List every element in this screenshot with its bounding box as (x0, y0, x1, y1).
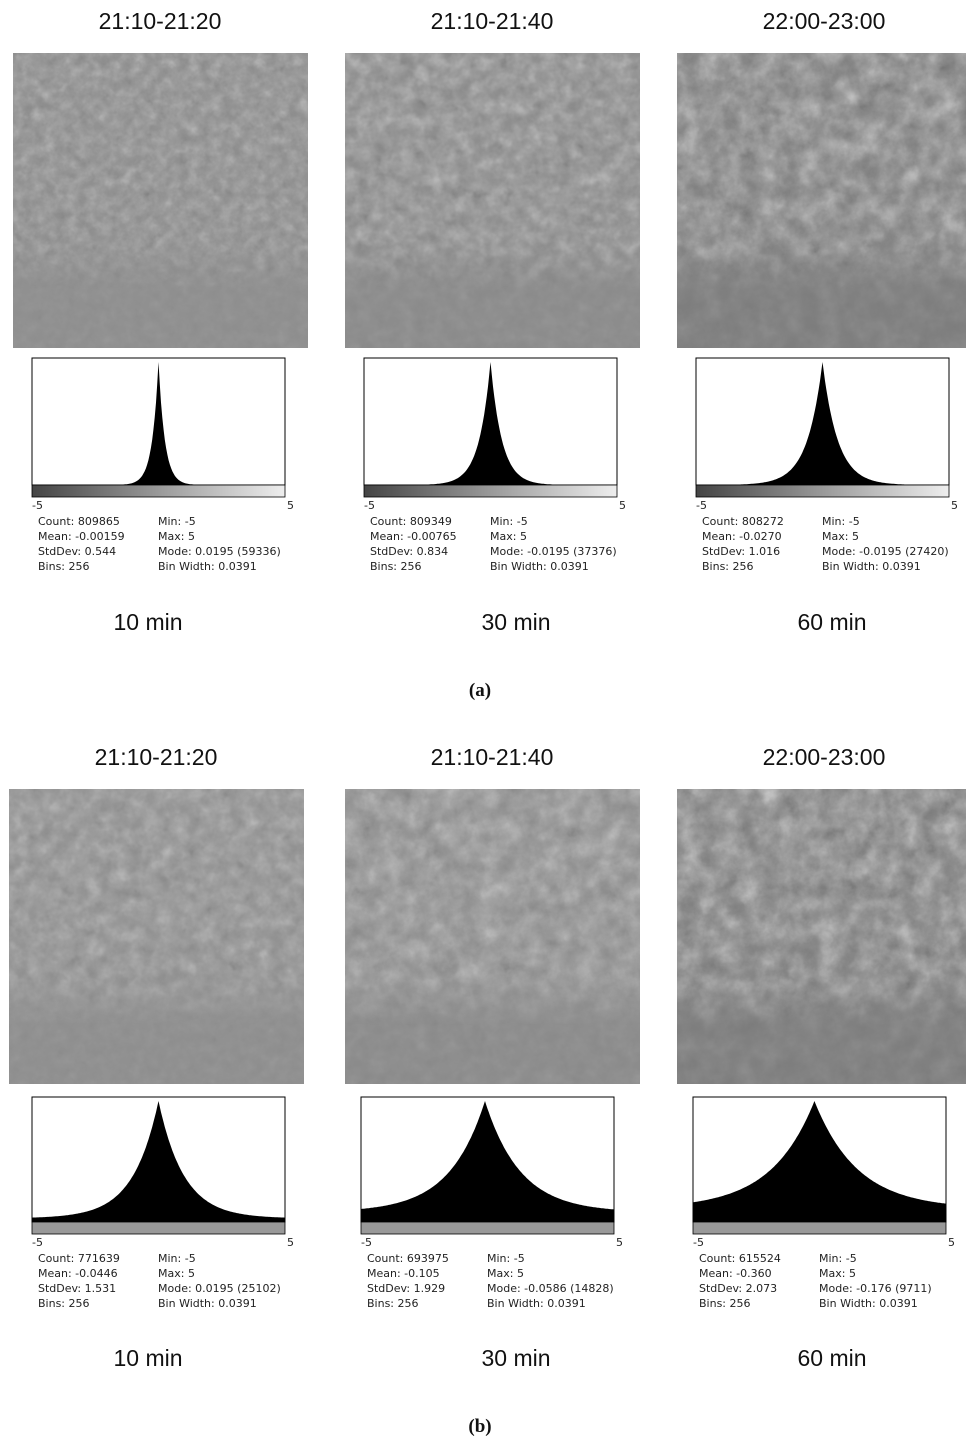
image-texture (345, 789, 640, 1084)
lut-bar (364, 485, 617, 497)
stat-line: Mean: -0.105 (367, 1267, 440, 1280)
stat-line: Count: 771639 (38, 1252, 120, 1265)
stat-line: Bins: 256 (367, 1297, 419, 1310)
panel-title: 21:10-21:20 (99, 8, 222, 34)
stat-line: Min: -5 (487, 1252, 525, 1265)
stat-line: Mean: -0.0446 (38, 1267, 118, 1280)
axis-max: 5 (948, 1236, 955, 1249)
stat-line: StdDev: 1.016 (702, 545, 780, 558)
stat-line: Min: -5 (158, 1252, 196, 1265)
stat-line: Max: 5 (487, 1267, 524, 1280)
stat-line: Max: 5 (822, 530, 859, 543)
panel-title: 21:10-21:40 (431, 8, 554, 34)
image-texture (677, 53, 966, 348)
stat-line: Count: 693975 (367, 1252, 449, 1265)
lut-bar (361, 1222, 614, 1234)
image-texture (345, 53, 640, 348)
stat-line: Bins: 256 (38, 560, 90, 573)
stat-line: Mode: 0.0195 (25102) (158, 1282, 281, 1295)
axis-min: -5 (693, 1236, 704, 1249)
stat-line: Bin Width: 0.0391 (490, 560, 589, 573)
stat-line: StdDev: 2.073 (699, 1282, 777, 1295)
stat-line: Bin Width: 0.0391 (822, 560, 921, 573)
lut-bar (693, 1222, 946, 1234)
figure-caption: (a) (469, 680, 491, 701)
stat-line: Bins: 256 (38, 1297, 90, 1310)
stat-line: Bin Width: 0.0391 (819, 1297, 918, 1310)
image-texture (677, 53, 966, 348)
stat-line: StdDev: 0.834 (370, 545, 448, 558)
duration-label: 10 min (113, 1345, 182, 1371)
axis-min: -5 (32, 499, 43, 512)
stat-line: Mode: -0.176 (9711) (819, 1282, 932, 1295)
stat-line: Bins: 256 (702, 560, 754, 573)
stat-line: Bins: 256 (370, 560, 422, 573)
image-texture (13, 53, 308, 348)
image-texture (345, 53, 640, 348)
lut-bar (32, 485, 285, 497)
stat-line: StdDev: 0.544 (38, 545, 116, 558)
stat-line: Bin Width: 0.0391 (158, 1297, 257, 1310)
axis-min: -5 (32, 1236, 43, 1249)
stat-line: Bins: 256 (699, 1297, 751, 1310)
duration-label: 60 min (797, 1345, 866, 1371)
stat-line: Min: -5 (490, 515, 528, 528)
image-texture (677, 789, 966, 1084)
stat-line: Count: 615524 (699, 1252, 781, 1265)
panel-title: 21:10-21:40 (431, 744, 554, 770)
axis-min: -5 (696, 499, 707, 512)
image-texture (677, 789, 966, 1084)
axis-max: 5 (619, 499, 626, 512)
image-texture (13, 53, 308, 348)
figure: 21:10-21:20 -5 5 Count: 809865 Mean: -0.0015… (0, 0, 966, 1436)
stat-line: Mode: -0.0195 (27420) (822, 545, 949, 558)
duration-label: 30 min (481, 609, 550, 635)
duration-label: 60 min (797, 609, 866, 635)
image-texture (345, 789, 640, 1084)
axis-max: 5 (616, 1236, 623, 1249)
axis-min: -5 (361, 1236, 372, 1249)
stat-line: Bin Width: 0.0391 (158, 560, 257, 573)
stat-line: Count: 809349 (370, 515, 452, 528)
stat-line: Mean: -0.360 (699, 1267, 772, 1280)
stat-line: StdDev: 1.929 (367, 1282, 445, 1295)
stat-line: Mode: -0.0195 (37376) (490, 545, 617, 558)
duration-label: 10 min (113, 609, 182, 635)
stat-line: Min: -5 (819, 1252, 857, 1265)
stat-line: Max: 5 (158, 1267, 195, 1280)
stat-line: Mean: -0.00765 (370, 530, 457, 543)
stat-line: Mode: -0.0586 (14828) (487, 1282, 614, 1295)
panel-title: 22:00-23:00 (763, 8, 886, 34)
stat-line: Count: 809865 (38, 515, 120, 528)
stat-line: StdDev: 1.531 (38, 1282, 116, 1295)
duration-label: 30 min (481, 1345, 550, 1371)
axis-max: 5 (287, 499, 294, 512)
axis-min: -5 (364, 499, 375, 512)
panel-title: 21:10-21:20 (95, 744, 218, 770)
image-texture (9, 789, 304, 1084)
stat-line: Count: 808272 (702, 515, 784, 528)
stat-line: Bin Width: 0.0391 (487, 1297, 586, 1310)
stat-line: Min: -5 (822, 515, 860, 528)
stat-line: Max: 5 (490, 530, 527, 543)
axis-max: 5 (951, 499, 958, 512)
stat-line: Max: 5 (158, 530, 195, 543)
stat-line: Mode: 0.0195 (59336) (158, 545, 281, 558)
figure-caption: (b) (468, 1416, 491, 1436)
stat-line: Mean: -0.0270 (702, 530, 782, 543)
axis-max: 5 (287, 1236, 294, 1249)
stat-line: Mean: -0.00159 (38, 530, 125, 543)
stat-line: Min: -5 (158, 515, 196, 528)
lut-bar (32, 1222, 285, 1234)
lut-bar (696, 485, 949, 497)
stat-line: Max: 5 (819, 1267, 856, 1280)
image-texture (9, 789, 304, 1084)
panel-title: 22:00-23:00 (763, 744, 886, 770)
